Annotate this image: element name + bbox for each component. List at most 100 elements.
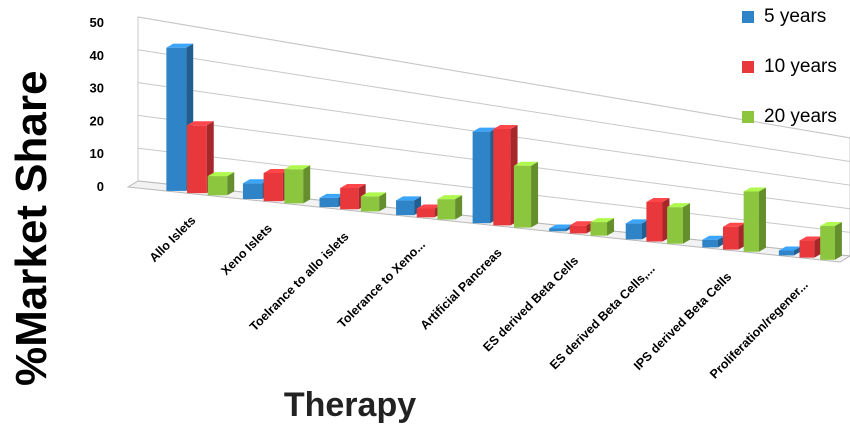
y-tick-label: 40: [90, 48, 104, 63]
category-label: Proliferation/regener...: [707, 278, 811, 382]
bar-top: [590, 218, 615, 223]
bar-top: [778, 246, 801, 251]
bar-front: [513, 165, 532, 228]
bar-front: [187, 125, 207, 194]
bar-side: [758, 187, 766, 252]
y-tick-layer: 50 40 30 20 10 0: [90, 15, 104, 194]
category-label: IPS derived Beta Cells: [631, 270, 734, 373]
bar-top: [799, 236, 822, 241]
bar-top: [340, 184, 366, 189]
bar-side: [379, 192, 387, 212]
gridline: [137, 16, 850, 139]
bar-top: [207, 172, 235, 177]
bar-front: [360, 196, 380, 212]
y-tick-label: 50: [90, 15, 104, 30]
y-tick-label: 10: [90, 146, 104, 161]
legend-label: 5 years: [764, 6, 827, 27]
bar-side: [227, 172, 235, 196]
bar: [799, 236, 822, 258]
bar-top: [569, 221, 594, 226]
bar-top: [493, 124, 518, 129]
category-label: Artificial Pancreas: [418, 245, 505, 332]
bar-top: [284, 165, 311, 170]
legend-swatch: [742, 111, 754, 123]
bar: [646, 197, 670, 242]
bar-top: [242, 179, 270, 184]
bar-front: [166, 47, 187, 191]
category-label: ES derived Beta Cells: [480, 254, 581, 355]
bar: [493, 124, 518, 226]
bar-side: [303, 165, 311, 204]
gridline: [137, 49, 850, 163]
bar-front: [702, 239, 718, 248]
category-label: Tolerance to Xeno...: [335, 237, 428, 330]
bar-top: [416, 204, 442, 209]
bar-top: [722, 222, 746, 227]
legend-item: 20 years: [742, 106, 837, 128]
bar-top: [396, 196, 422, 201]
bar-side: [455, 195, 463, 220]
bar-layer: [166, 43, 842, 260]
bar-front: [625, 223, 642, 240]
y-tick-label: 0: [97, 179, 104, 194]
bar: [437, 195, 463, 220]
legend-item: 5 years: [742, 6, 837, 28]
bar-front: [416, 208, 435, 218]
bar-front: [569, 225, 587, 234]
bar-front: [820, 226, 835, 260]
bar: [513, 161, 539, 228]
bar-front: [590, 222, 608, 236]
bar: [284, 165, 311, 204]
bar-front: [396, 200, 415, 216]
bar-top: [743, 187, 766, 192]
bar-front: [319, 197, 339, 208]
legend-item: 10 years: [742, 56, 837, 78]
bar-front: [340, 188, 359, 210]
y-tick-label: 30: [90, 81, 104, 96]
legend-swatch: [742, 61, 754, 73]
bar: [625, 219, 649, 240]
x-axis-title: Therapy: [283, 386, 417, 424]
bar-top: [263, 168, 290, 173]
bar-side: [682, 203, 690, 244]
bar-front: [263, 172, 283, 202]
bar-front: [493, 128, 511, 226]
bar-top: [319, 193, 346, 198]
bar-side: [793, 246, 801, 256]
bar: [667, 203, 690, 244]
bar-front: [743, 191, 759, 252]
bar: [820, 222, 842, 260]
bar-front: [799, 240, 815, 258]
bar-front: [722, 226, 739, 250]
bar-top: [360, 192, 387, 197]
bar: [778, 246, 801, 256]
bar-top: [472, 127, 498, 132]
bar-front: [549, 228, 567, 232]
bar-front: [242, 183, 263, 199]
bar-front: [437, 199, 456, 220]
bar-top: [625, 219, 649, 224]
bar-front: [778, 250, 794, 256]
bar-front: [646, 201, 663, 242]
bar: [187, 121, 214, 194]
bar-side: [607, 218, 615, 236]
legend: 5 years 10 years 20 years: [742, 6, 837, 156]
category-label: Toelrance to allo islets: [247, 229, 352, 334]
category-label: Xeno Islets: [218, 221, 275, 278]
legend-label: 20 years: [764, 106, 837, 127]
bar: [207, 172, 235, 196]
bar-side: [834, 222, 842, 260]
bar: [360, 192, 387, 212]
bar-top: [702, 235, 725, 240]
legend-swatch: [742, 11, 754, 23]
bar-side: [531, 161, 539, 228]
y-tick-label: 20: [90, 113, 104, 128]
category-label: Allo Islets: [147, 213, 199, 265]
bar-top: [667, 203, 690, 208]
bar-side: [814, 236, 822, 258]
bar-top: [166, 43, 194, 48]
y-axis-title: %Market Share: [7, 70, 56, 386]
bar: [743, 187, 766, 252]
bar-top: [820, 222, 842, 227]
